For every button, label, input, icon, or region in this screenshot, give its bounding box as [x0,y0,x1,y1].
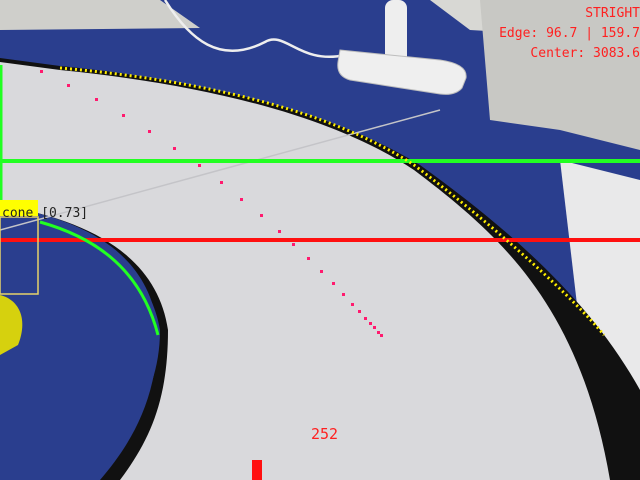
hud-center: Center: 3083.6 [530,46,640,61]
cable-clip-icon [337,0,467,95]
left-edge-curve [39,220,160,336]
speed-value: 252 [311,425,339,443]
hud-edge: Edge: 96.7 | 159.7 [499,26,640,41]
wall-left [0,0,200,30]
inner-mat [0,205,158,480]
detection-label-bg [0,200,38,216]
steering-indicator [252,460,262,480]
right-edge-dots [59,66,606,336]
yellow-cone-icon [0,295,23,355]
path-dots [40,70,383,337]
wall-background [0,0,640,40]
track-surface [0,62,610,480]
cable [163,0,346,58]
box-object [480,0,640,150]
hud-mode: STRIGHT [585,6,640,21]
detection-label: cone [0.73] [2,206,89,221]
detection-box [0,216,39,295]
track-seam [0,109,441,231]
